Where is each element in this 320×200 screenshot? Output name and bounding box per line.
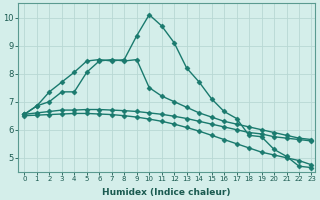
X-axis label: Humidex (Indice chaleur): Humidex (Indice chaleur) [102, 188, 231, 197]
